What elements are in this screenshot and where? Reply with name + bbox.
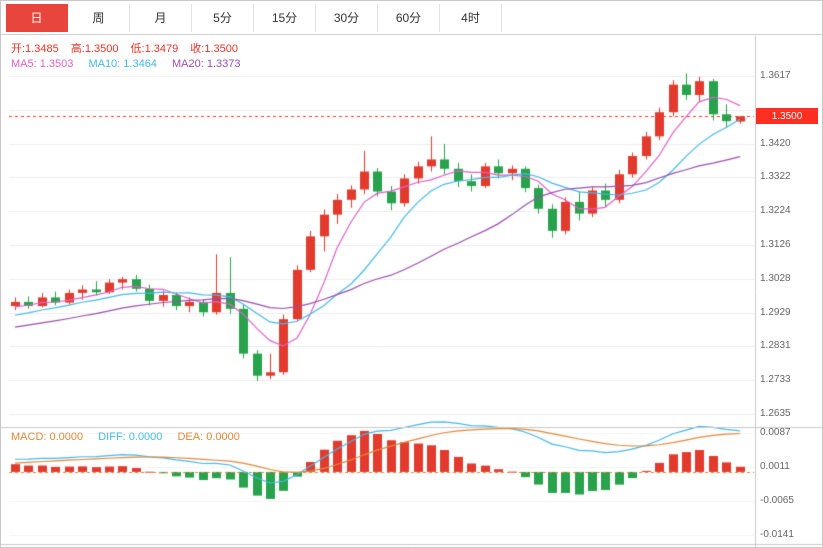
- macd-axis-label: 0.0087: [760, 427, 791, 438]
- diff-value: DIFF: 0.0000: [98, 431, 163, 443]
- tab-15min[interactable]: 15分: [254, 3, 316, 32]
- close-value: 收:1.3500: [190, 43, 238, 55]
- chart-area: 开:1.3485 高:1.3500 低:1.3479 收:1.3500 MA5:…: [1, 35, 822, 547]
- timeframe-tabbar: 日 周 月 5分 15分 30分 60分 4时: [1, 1, 822, 35]
- price-axis-label: 1.2929: [760, 306, 791, 318]
- tab-60min[interactable]: 60分: [378, 3, 440, 32]
- ma10-value: MA10: 1.3464: [88, 58, 157, 70]
- last-price-tag: 1.3500: [756, 108, 818, 125]
- tab-30min[interactable]: 30分: [316, 3, 378, 32]
- ma5-value: MA5: 1.3503: [11, 58, 74, 70]
- tab-month[interactable]: 月: [130, 3, 192, 32]
- price-axis-label: 1.2733: [760, 374, 791, 386]
- open-value: 开:1.3485: [11, 43, 59, 55]
- tab-day[interactable]: 日: [6, 3, 68, 32]
- macd-readout: MACD: 0.0000 DIFF: 0.0000 DEA: 0.0000: [11, 431, 252, 443]
- macd-axis-label: 0.0011: [760, 461, 790, 472]
- price-axis-label: 1.2635: [760, 408, 791, 419]
- ohlc-readout: 开:1.3485 高:1.3500 低:1.3479 收:1.3500: [11, 40, 247, 56]
- price-axis-label: 1.3028: [760, 272, 791, 284]
- ma20-value: MA20: 1.3373: [172, 58, 241, 70]
- macd-axis-label: -0.0065: [760, 495, 794, 506]
- price-axis-label: 1.3126: [760, 239, 791, 250]
- price-axis-label: 1.3420: [760, 137, 791, 149]
- price-axis-label: 1.2831: [760, 340, 791, 352]
- price-axis-label: 1.3617: [760, 70, 791, 81]
- ma-readout: MA5: 1.3503 MA10: 1.3464 MA20: 1.3373: [11, 58, 253, 70]
- low-value: 低:1.3479: [130, 43, 179, 55]
- macd-axis-label: -0.0141: [760, 529, 794, 540]
- tab-week[interactable]: 周: [68, 3, 130, 32]
- price-axis-label: 1.3322: [760, 171, 791, 183]
- tab-4hour[interactable]: 4时: [440, 3, 502, 32]
- high-value: 高:1.3500: [70, 43, 119, 55]
- dea-value: DEA: 0.0000: [177, 431, 240, 443]
- macd-value: MACD: 0.0000: [11, 431, 84, 443]
- price-axis-label: 1.3224: [760, 205, 791, 217]
- candlestick-chart-canvas[interactable]: [1, 35, 822, 547]
- tab-5min[interactable]: 5分: [192, 3, 254, 32]
